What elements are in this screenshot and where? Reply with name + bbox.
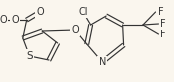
Text: F: F [160, 29, 166, 39]
Text: S: S [26, 51, 33, 61]
Text: N: N [99, 57, 106, 67]
Text: F: F [157, 7, 163, 17]
Text: F: F [160, 19, 166, 29]
Text: Cl: Cl [78, 7, 88, 17]
Text: O: O [36, 7, 44, 17]
Text: O: O [11, 15, 19, 25]
Text: O: O [0, 15, 7, 25]
Text: O: O [71, 25, 79, 35]
